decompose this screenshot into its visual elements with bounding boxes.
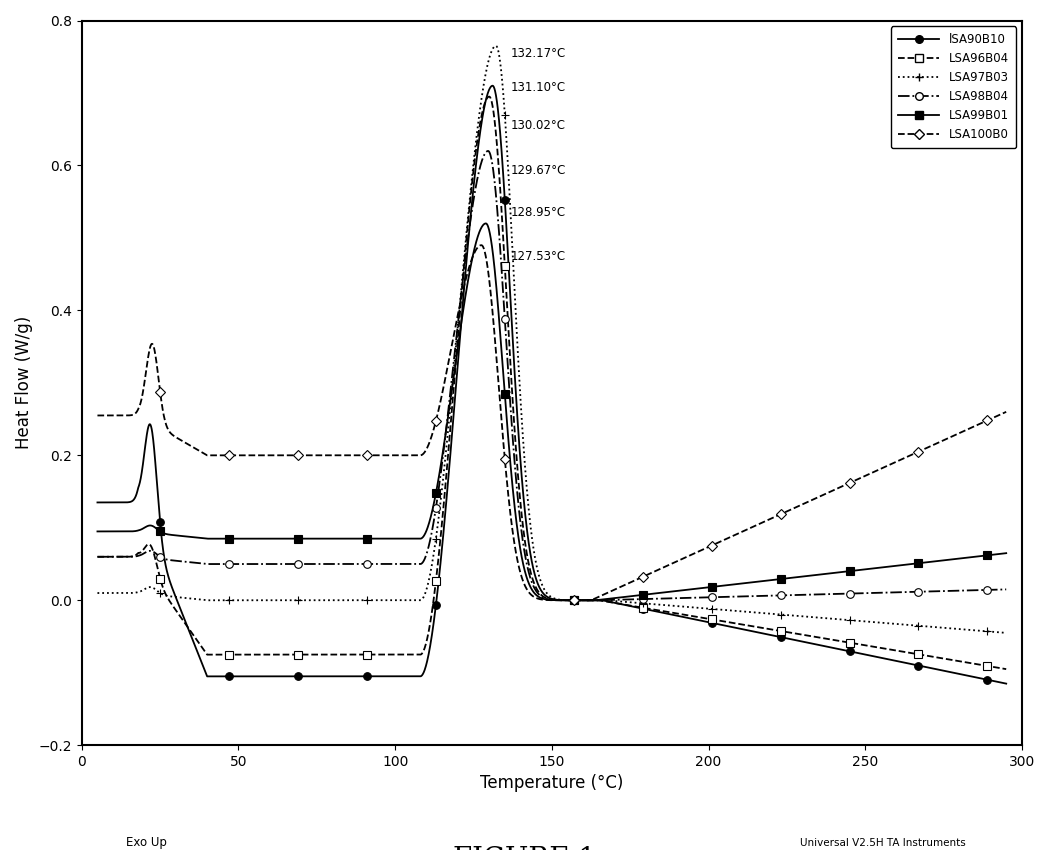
LSA99B01 xyxy=(589,595,602,605)
LSA99B01 xyxy=(480,218,492,229)
lSA90B10 xyxy=(249,672,261,682)
Y-axis label: Heat Flow (W/g): Heat Flow (W/g) xyxy=(15,316,33,450)
LSA96B04 xyxy=(195,641,208,651)
LSA96B04 xyxy=(983,661,995,672)
LSA98B04 xyxy=(1000,584,1012,594)
LSA96B04 xyxy=(249,649,261,660)
LSA100B0 xyxy=(195,447,208,457)
LSA96B04 xyxy=(440,475,453,485)
LSA96B04 xyxy=(483,92,496,102)
LSA98B04 xyxy=(482,146,495,156)
LSA98B04 xyxy=(983,585,995,595)
Text: 132.17°C: 132.17°C xyxy=(511,47,566,60)
Text: 129.67°C: 129.67°C xyxy=(511,164,566,177)
LSA97B03 xyxy=(195,594,208,604)
LSA100B0 xyxy=(475,240,487,250)
LSA98B04 xyxy=(440,426,453,436)
LSA97B03 xyxy=(91,588,104,598)
LSA97B03 xyxy=(884,619,897,629)
Line: LSA97B03: LSA97B03 xyxy=(98,46,1006,633)
lSA90B10 xyxy=(1000,678,1012,689)
lSA90B10 xyxy=(440,501,453,511)
LSA100B0 xyxy=(479,251,491,261)
Line: LSA100B0: LSA100B0 xyxy=(98,245,1006,600)
LSA98B04 xyxy=(479,148,491,158)
Text: 128.95°C: 128.95°C xyxy=(511,206,566,219)
LSA97B03 xyxy=(489,41,502,51)
lSA90B10 xyxy=(884,654,897,665)
LSA97B03 xyxy=(479,71,491,81)
Line: LSA98B04: LSA98B04 xyxy=(98,151,1006,600)
lSA90B10 xyxy=(486,81,499,91)
LSA100B0 xyxy=(885,459,898,469)
LSA99B01 xyxy=(91,526,104,536)
LSA98B04 xyxy=(591,595,604,605)
Text: Exo Up: Exo Up xyxy=(126,836,167,849)
LSA100B0 xyxy=(440,370,453,380)
LSA100B0 xyxy=(91,411,104,421)
Text: 131.10°C: 131.10°C xyxy=(511,81,566,94)
Line: LSA96B04: LSA96B04 xyxy=(98,97,1006,669)
LSA100B0 xyxy=(249,450,261,461)
Line: LSA99B01: LSA99B01 xyxy=(98,224,1006,600)
LSA99B01 xyxy=(885,561,898,571)
Text: 127.53°C: 127.53°C xyxy=(511,250,566,263)
lSA90B10 xyxy=(479,98,491,108)
Text: FIGURE 1: FIGURE 1 xyxy=(454,846,596,850)
LSA97B03 xyxy=(440,447,453,457)
LSA98B04 xyxy=(195,558,208,569)
LSA97B03 xyxy=(1000,628,1012,638)
LSA100B0 xyxy=(1000,407,1012,417)
lSA90B10 xyxy=(983,675,995,685)
LSA96B04 xyxy=(91,552,104,562)
LSA100B0 xyxy=(585,595,597,605)
Legend: lSA90B10, LSA96B04, LSA97B03, LSA98B04, LSA99B01, LSA100B0: lSA90B10, LSA96B04, LSA97B03, LSA98B04, … xyxy=(890,26,1016,148)
Line: lSA90B10: lSA90B10 xyxy=(98,86,1006,683)
LSA98B04 xyxy=(885,587,898,598)
Text: Universal V2.5H TA Instruments: Universal V2.5H TA Instruments xyxy=(800,838,966,847)
Text: 130.02°C: 130.02°C xyxy=(511,119,566,132)
LSA99B01 xyxy=(479,218,491,229)
LSA99B01 xyxy=(440,427,453,437)
LSA99B01 xyxy=(249,534,261,544)
LSA96B04 xyxy=(1000,664,1012,674)
LSA99B01 xyxy=(195,533,208,543)
LSA100B0 xyxy=(983,415,995,425)
LSA99B01 xyxy=(1000,548,1012,558)
LSA97B03 xyxy=(983,626,995,637)
X-axis label: Temperature (°C): Temperature (°C) xyxy=(480,774,624,792)
LSA96B04 xyxy=(479,97,491,107)
LSA97B03 xyxy=(249,595,261,605)
lSA90B10 xyxy=(195,656,208,666)
LSA99B01 xyxy=(983,550,995,560)
LSA98B04 xyxy=(249,559,261,570)
LSA96B04 xyxy=(884,644,897,654)
lSA90B10 xyxy=(91,497,104,507)
LSA98B04 xyxy=(91,552,104,562)
